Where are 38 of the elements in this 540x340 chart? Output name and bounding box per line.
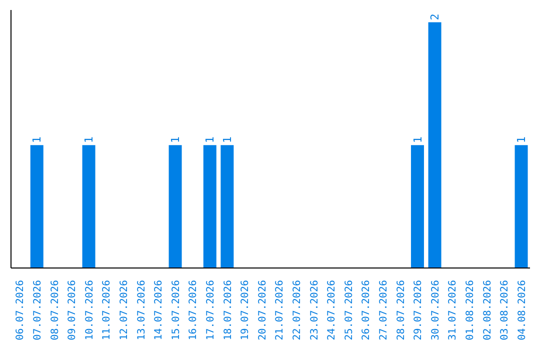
x-tick-label: 09.07.2026: [67, 280, 78, 340]
x-tick-label: 15.07.2026: [170, 280, 182, 340]
x-tick-label: 10.07.2026: [84, 280, 96, 340]
data-label: 1: [221, 136, 234, 144]
data-label: 1: [204, 136, 217, 144]
x-tick-label: 30.07.2026: [430, 280, 442, 340]
x-tick-label: 18.07.2026: [222, 280, 234, 340]
data-label: 1: [169, 136, 182, 144]
x-tick-label: 01.08.2026: [464, 280, 476, 340]
x-tick-label: 31.07.2026: [448, 280, 459, 340]
x-tick-label: 12.07.2026: [118, 280, 130, 340]
x-tick-label: 23.07.2026: [309, 280, 320, 340]
x-tick-label: 03.08.2026: [500, 280, 511, 340]
x-tick-label: 08.07.2026: [50, 280, 61, 340]
x-tick-label: 06.07.2026: [15, 280, 26, 340]
x-tick-label: 29.07.2026: [413, 280, 424, 340]
x-tick-label: 22.07.2026: [292, 280, 303, 340]
x-tick-label: 02.08.2026: [482, 280, 494, 340]
x-tick-label: 13.07.2026: [136, 280, 148, 340]
x-tick-label: 20.07.2026: [257, 280, 268, 340]
x-tick-label: 25.07.2026: [344, 280, 355, 340]
x-tick-label: 21.07.2026: [274, 280, 286, 340]
data-label: 1: [82, 136, 96, 144]
x-tick-label: 14.07.2026: [154, 280, 165, 340]
x-tick-label: 27.07.2026: [378, 280, 390, 340]
data-label: 2: [428, 14, 442, 20]
x-tick-label: 26.07.2026: [361, 280, 372, 340]
x-tick-label: 17.07.2026: [205, 280, 216, 340]
x-tick-label: 19.07.2026: [240, 280, 252, 340]
data-label: 1: [30, 136, 44, 144]
x-tick-label: 07.07.2026: [32, 280, 44, 340]
x-tick-label: 24.07.2026: [326, 280, 338, 340]
data-label: 1: [411, 136, 424, 144]
x-tick-label: 28.07.2026: [396, 280, 407, 340]
x-tick-label: 16.07.2026: [188, 280, 200, 340]
data-label: 1: [515, 136, 528, 144]
x-tick-label: 04.08.2026: [516, 280, 528, 340]
x-tick-label: 11.07.2026: [102, 280, 113, 340]
